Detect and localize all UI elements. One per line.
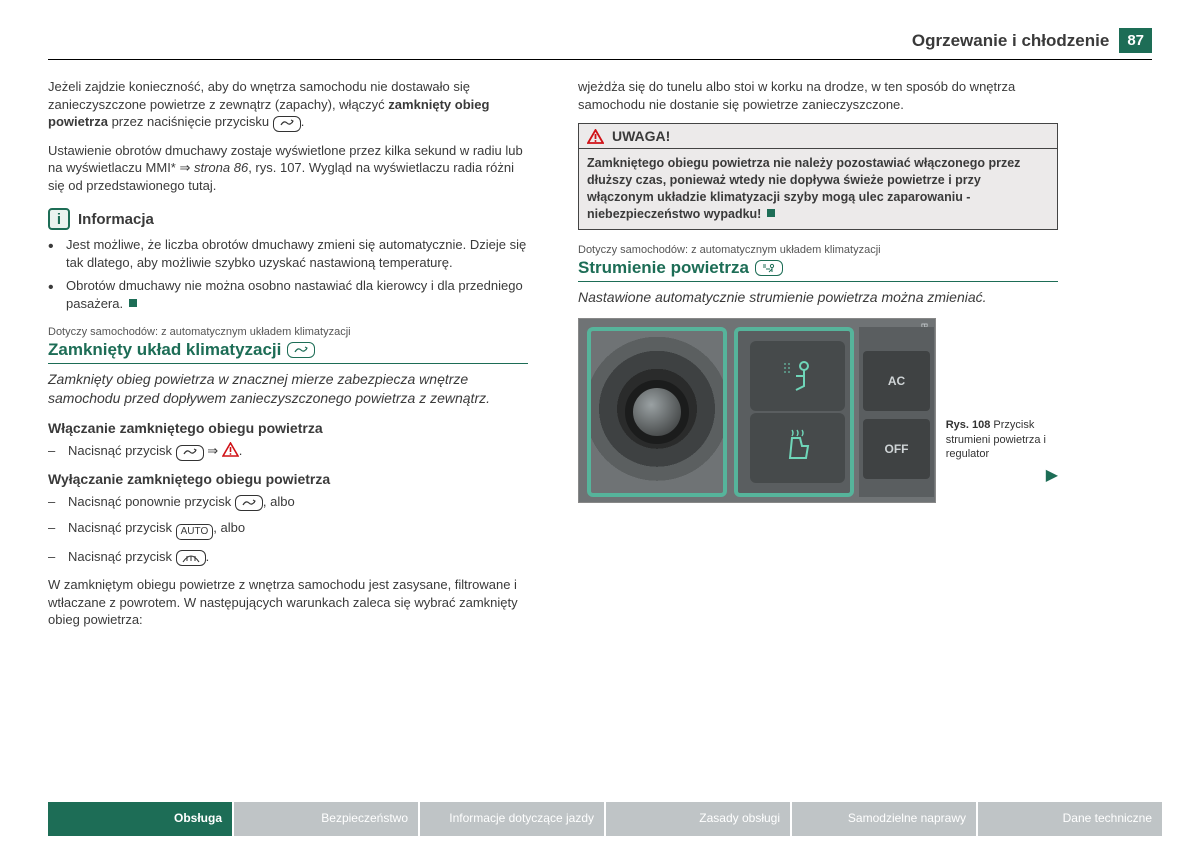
page: Ogrzewanie i chłodzenie 87 Jeżeli zajdzi… <box>48 28 1152 846</box>
figure-seat-heat-button <box>750 413 845 483</box>
figure-caption-block: Rys. 108 Przycisk strumieni powietrza i … <box>946 318 1058 485</box>
page-header: Ogrzewanie i chłodzenie 87 <box>48 28 1152 60</box>
footer-tab-dane[interactable]: Dane techniczne <box>978 802 1162 836</box>
step-text: Nacisnąć przycisk AUTO, albo <box>68 519 245 540</box>
footer-tab-obsluga[interactable]: Obsługa <box>48 802 232 836</box>
figure-image: B8K-0619 AC OFF <box>578 318 936 503</box>
footer-tab-naprawy[interactable]: Samodzielne naprawy <box>792 802 976 836</box>
step-dash-icon: – <box>48 519 58 540</box>
step-text: Nacisnąć przycisk . <box>68 548 209 566</box>
step-text: Nacisnąć przycisk ⇒ . <box>68 442 242 461</box>
tab-label: Informacje dotyczące jazdy <box>449 812 594 825</box>
list-item: Jest możliwe, że liczba obrotów dmuchawy… <box>48 236 528 271</box>
content-columns: Jeżeli zajdzie konieczność, aby do wnętr… <box>48 78 1152 639</box>
figure-off-button: OFF <box>863 419 930 479</box>
tab-label: Zasady obsługi <box>699 812 780 825</box>
procedure-step: – Nacisnąć przycisk ⇒ . <box>48 442 528 461</box>
right-column: wjeżdża się do tunelu albo stoi w korku … <box>578 78 1058 639</box>
warning-header: UWAGA! <box>579 124 1057 149</box>
section-end-icon <box>767 209 775 217</box>
warning-title: UWAGA! <box>612 128 670 144</box>
text: , albo <box>213 520 245 535</box>
defrost-button-icon <box>176 550 206 566</box>
footer-tab-informacje[interactable]: Informacje dotyczące jazdy <box>420 802 604 836</box>
section-heading-text: Zamknięty układ klimatyzacji <box>48 340 281 360</box>
text: Nacisnąć przycisk <box>68 549 176 564</box>
recirc-button-icon <box>176 445 204 461</box>
page-reference-link[interactable]: strona 86 <box>194 160 248 175</box>
continue-arrow-icon: ▶ <box>1046 465 1058 485</box>
section-subtitle: Nastawione automatycznie strumienie powi… <box>578 288 1058 307</box>
chapter-title: Ogrzewanie i chłodzenie <box>912 31 1109 51</box>
section-end-icon <box>129 299 137 307</box>
text: Zamkniętego obiegu powietrza nie należy … <box>587 156 1020 221</box>
text: . <box>206 549 210 564</box>
tab-label: Obsługa <box>174 812 222 825</box>
tab-label: Dane techniczne <box>1063 812 1152 825</box>
auto-button-icon: AUTO <box>176 524 214 540</box>
body-paragraph: Ustawienie obrotów dmuchawy zostaje wyśw… <box>48 142 528 195</box>
text: . <box>239 443 243 458</box>
text: Nacisnąć przycisk <box>68 520 176 535</box>
warning-body: Zamkniętego obiegu powietrza nie należy … <box>579 149 1057 229</box>
step-dash-icon: – <box>48 442 58 461</box>
applies-to-note: Dotyczy samochodów: z automatycznym ukła… <box>48 326 528 338</box>
section-heading: Zamknięty układ klimatyzacji <box>48 340 528 364</box>
warning-box: UWAGA! Zamkniętego obiegu powietrza nie … <box>578 123 1058 230</box>
figure-caption-label: Rys. 108 <box>946 419 991 431</box>
page-number: 87 <box>1119 28 1152 53</box>
section-heading-text: Strumienie powietrza <box>578 258 749 278</box>
recirc-button-icon <box>287 342 315 358</box>
info-icon: i <box>48 208 70 230</box>
subheading: Wyłączanie zamkniętego obiegu powietrza <box>48 471 528 487</box>
section-heading: Strumienie powietrza <box>578 258 1058 282</box>
text: Nacisnąć przycisk <box>68 443 176 458</box>
seat-heat-icon <box>750 413 845 483</box>
footer-tab-bezpieczenstwo[interactable]: Bezpieczeństwo <box>234 802 418 836</box>
procedure-step: – Nacisnąć ponownie przycisk , albo <box>48 493 528 512</box>
list-item: Obrotów dmuchawy nie można osobno nastaw… <box>48 277 528 312</box>
tab-label: Samodzielne naprawy <box>848 812 966 825</box>
warning-triangle-icon <box>222 442 239 457</box>
recirc-button-icon <box>273 116 301 132</box>
footer-tab-zasady[interactable]: Zasady obsługi <box>606 802 790 836</box>
airflow-seat-icon <box>750 341 845 411</box>
step-dash-icon: – <box>48 493 58 512</box>
footer-tabs: Obsługa Bezpieczeństwo Informacje dotycz… <box>48 802 1162 836</box>
subheading: Włączanie zamkniętego obiegu powietrza <box>48 420 528 436</box>
figure-right-panel: AC OFF <box>859 327 934 497</box>
info-heading: i Informacja <box>48 208 528 230</box>
figure-center-panel <box>734 327 854 497</box>
body-paragraph: Jeżeli zajdzie konieczność, aby do wnętr… <box>48 78 528 132</box>
step-dash-icon: – <box>48 548 58 566</box>
info-list: Jest możliwe, że liczba obrotów dmuchawy… <box>48 236 528 312</box>
procedure-step: – Nacisnąć przycisk AUTO, albo <box>48 519 528 540</box>
figure-ac-button: AC <box>863 351 930 411</box>
text: ⇒ <box>204 443 222 458</box>
info-title: Informacja <box>78 211 154 228</box>
body-paragraph: wjeżdża się do tunelu albo stoi w korku … <box>578 78 1058 113</box>
section-subtitle: Zamknięty obieg powietrza w znacznej mie… <box>48 370 528 408</box>
recirc-button-icon <box>235 495 263 511</box>
figure-caption: Rys. 108 Przycisk strumieni powietrza i … <box>946 418 1056 461</box>
text: Nacisnąć ponownie przycisk <box>68 494 235 509</box>
tab-label: Bezpieczeństwo <box>321 812 408 825</box>
step-text: Nacisnąć ponownie przycisk , albo <box>68 493 295 512</box>
left-column: Jeżeli zajdzie konieczność, aby do wnętr… <box>48 78 528 639</box>
procedure-step: – Nacisnąć przycisk . <box>48 548 528 566</box>
text: przez naciśnięcie przycisku <box>108 114 273 129</box>
applies-to-note: Dotyczy samochodów: z automatycznym ukła… <box>578 244 1058 256</box>
figure-dial <box>587 327 727 497</box>
warning-triangle-icon <box>587 129 604 144</box>
text: . <box>301 114 305 129</box>
figure-wrap: B8K-0619 AC OFF Rys. 108 Prz <box>578 318 1058 503</box>
airflow-button-icon <box>755 260 783 276</box>
body-paragraph: W zamkniętym obiegu powietrze z wnętrza … <box>48 576 528 629</box>
figure-airflow-button <box>750 341 845 411</box>
text: Jest możliwe, że liczba obrotów dmuchawy… <box>66 237 526 270</box>
text: , albo <box>263 494 295 509</box>
